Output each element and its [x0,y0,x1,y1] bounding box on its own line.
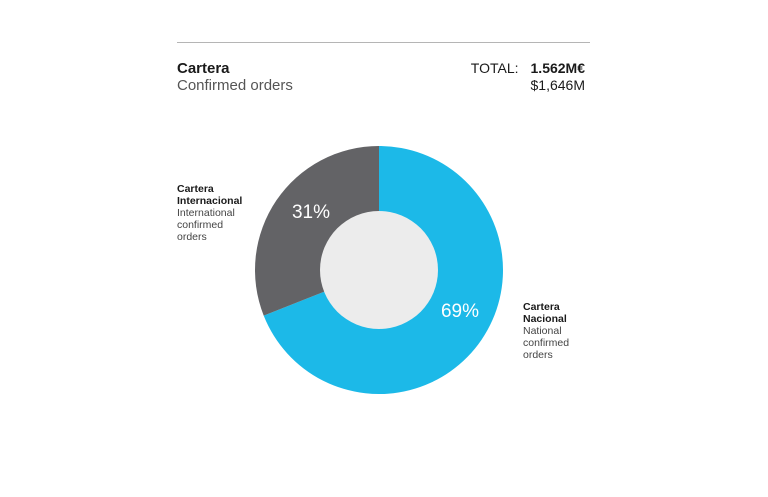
total-block: TOTAL: 1.562M€ $1,646M [471,60,585,93]
chart-subtitle: Confirmed orders [177,77,293,94]
legend-nacional-desc-line: National [523,325,562,337]
pct-label-internacional: 31% [292,202,330,223]
legend-internacional-title-line: Internacional [177,195,243,207]
pct-label-nacional: 69% [441,301,479,322]
legend-nacional-desc: National confirmed orders [523,325,593,361]
percentage-labels: 69% 31% [292,202,479,322]
legend-nacional-title: Cartera Nacional [523,301,593,325]
legend-internacional-title: Cartera Internacional [177,183,257,207]
legend-nacional-desc-line: orders [523,349,553,361]
legend-internacional-desc-line: confirmed [177,219,224,231]
legend-internacional-title-line: Cartera [177,183,214,195]
donut-center [320,211,438,329]
legend-internacional-desc-line: orders [177,231,207,243]
legend-internacional: Cartera Internacional International conf… [177,183,257,243]
legend-nacional-desc-line: confirmed [523,337,570,349]
chart-title: Cartera [177,60,230,77]
legend-nacional-title-line: Cartera [523,301,560,313]
total-usd-value: $1,646M [530,77,585,93]
legend-nacional-title-line: Nacional [523,313,567,325]
top-divider [177,42,590,43]
legend-internacional-desc-line: International [177,207,235,219]
total-label: TOTAL: [470,60,519,76]
total-eur-value: 1.562M€ [530,60,585,76]
legend-internacional-desc: International confirmed orders [177,207,257,243]
legend-nacional: Cartera Nacional National confirmed orde… [523,301,593,361]
